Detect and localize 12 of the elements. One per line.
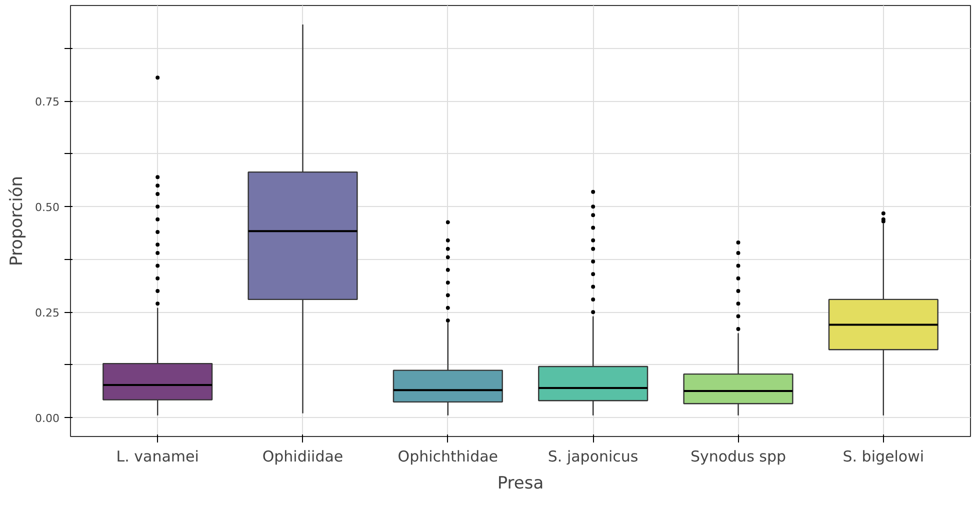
- y-tick-label: 0.50: [35, 201, 60, 214]
- text: 0.00: [35, 412, 60, 426]
- x-tick-label: S. bigelowi: [842, 448, 924, 466]
- x-tick-label: Ophichthidae: [398, 448, 498, 466]
- x-tick-label: S. japonicus: [548, 448, 638, 466]
- x-axis-title: Presa: [497, 474, 544, 494]
- y-axis-title: Proporción: [7, 176, 28, 266]
- y-tick-label: 0.25: [35, 306, 60, 320]
- x-tick-label: Ophidiidae: [262, 448, 344, 466]
- y-tick-label: 0.75: [35, 96, 60, 109]
- x-tick-label: Synodus spp: [690, 448, 786, 466]
- x-tick-label: L. vanamei: [116, 448, 199, 466]
